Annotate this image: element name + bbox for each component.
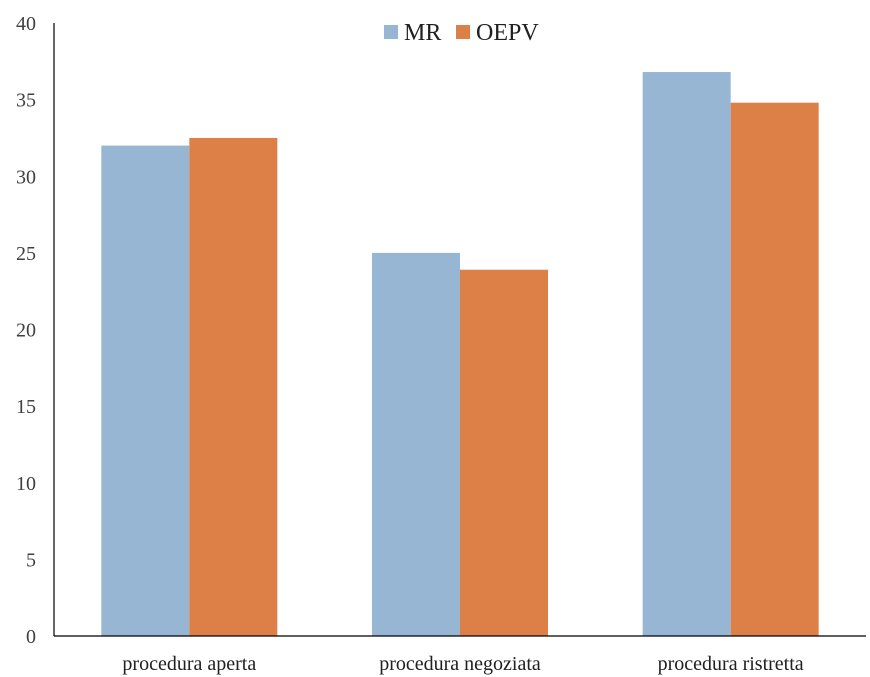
bars bbox=[101, 72, 819, 637]
y-tick-label: 15 bbox=[16, 396, 36, 418]
x-axis: procedura aperta procedura negoziata proce… bbox=[54, 635, 866, 675]
bar-mr-1 bbox=[101, 145, 190, 636]
bar-oepv-3 bbox=[730, 102, 819, 636]
y-tick-label: 5 bbox=[26, 549, 36, 571]
y-axis: 0 5 10 15 20 25 30 35 40 bbox=[16, 13, 55, 648]
y-tick-label: 40 bbox=[16, 13, 36, 35]
bar-mr-3 bbox=[642, 72, 731, 637]
y-tick-label: 35 bbox=[16, 90, 36, 112]
y-tick-label: 0 bbox=[26, 626, 36, 648]
legend: MR OEPV bbox=[384, 20, 539, 46]
legend-label-mr: MR bbox=[404, 20, 441, 46]
y-tick-label: 10 bbox=[16, 473, 36, 495]
y-tick-label: 20 bbox=[16, 320, 36, 342]
bar-mr-2 bbox=[372, 252, 460, 636]
legend-swatch-oepv bbox=[456, 25, 470, 39]
x-category-label: procedura negoziata bbox=[379, 653, 541, 675]
x-category-label: procedura ristretta bbox=[658, 653, 804, 675]
y-tick-label: 30 bbox=[16, 166, 36, 188]
y-tick-label: 25 bbox=[16, 243, 36, 265]
bar-oepv-1 bbox=[189, 137, 278, 636]
x-category-label: procedura aperta bbox=[122, 653, 256, 675]
legend-swatch-mr bbox=[384, 25, 398, 39]
legend-label-oepv: OEPV bbox=[476, 20, 539, 46]
bar-oepv-2 bbox=[460, 269, 548, 636]
